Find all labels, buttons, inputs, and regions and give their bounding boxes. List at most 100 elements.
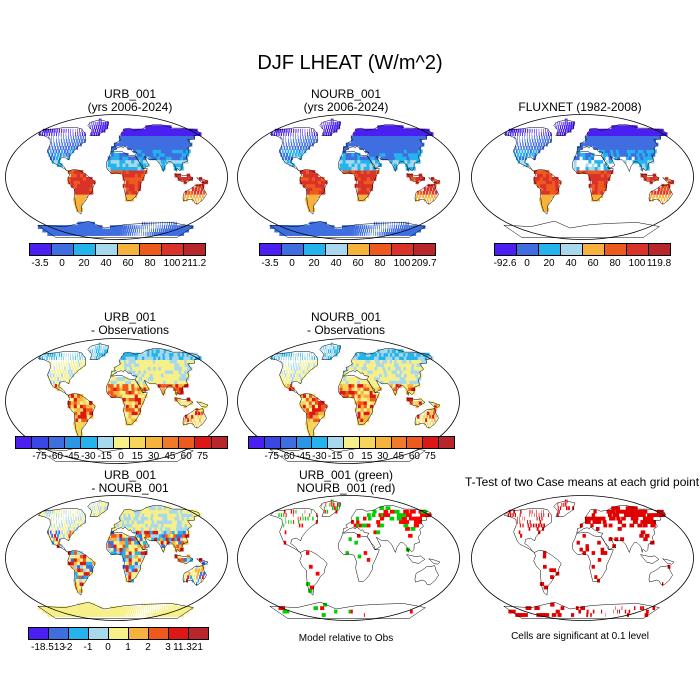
map-cell: [396, 513, 402, 517]
map-cell: [369, 387, 373, 391]
map-cell: [405, 146, 410, 150]
map-cell: [99, 232, 103, 236]
map-cell: [63, 373, 66, 378]
map-cell: [98, 228, 102, 233]
map-cell: [531, 152, 534, 157]
map-cell: [309, 183, 313, 188]
map-cell: [65, 527, 67, 531]
map-cell: [618, 149, 623, 154]
map-cell: [91, 228, 96, 233]
map-cell: [178, 152, 184, 157]
map-cell: [368, 152, 373, 157]
map-cell: [405, 376, 410, 381]
map-cell: [305, 135, 307, 140]
map-cell: [518, 530, 521, 535]
map-cell: [167, 376, 172, 381]
map-cell: [159, 537, 164, 542]
map-cell: [77, 513, 79, 517]
map-cell: [369, 163, 373, 167]
map-cell: [82, 397, 87, 402]
map-cell: [592, 520, 596, 524]
map-cell: [130, 370, 134, 374]
map-cell: [74, 204, 80, 209]
colorbar-tick-label: 20: [308, 258, 320, 269]
map-cell: [526, 135, 528, 140]
map-cell: [597, 135, 601, 140]
map-cell: [147, 533, 152, 538]
map-cell: [73, 363, 76, 367]
map-cell: [165, 506, 172, 511]
map-cell: [159, 370, 164, 374]
map-cell: [173, 613, 177, 617]
map-cell: [77, 183, 81, 188]
map-cell: [284, 530, 287, 535]
map-cell: [597, 558, 602, 562]
map-cell: [348, 387, 352, 391]
map-cell: [408, 163, 413, 167]
map-cell: [93, 506, 96, 511]
map-cell: [429, 421, 432, 426]
map-cell: [122, 383, 126, 388]
colorbar-tick-label: 45: [164, 451, 176, 462]
map-cell: [372, 142, 376, 147]
map-cell: [579, 523, 583, 528]
map-cell: [151, 527, 156, 531]
map-cell: [637, 156, 642, 161]
map-cell: [416, 363, 422, 367]
map-cell: [310, 418, 315, 422]
map-cell: [53, 139, 55, 143]
map-cell: [116, 537, 120, 542]
map-cell: [76, 561, 81, 566]
map-cell: [387, 135, 392, 140]
map-cell: [283, 509, 286, 514]
map-cell: [149, 228, 150, 233]
map-cell: [351, 380, 355, 385]
map-cell: [142, 366, 147, 371]
colorbar-swatch: [295, 436, 313, 449]
map-cell: [377, 523, 382, 528]
map-cell: [81, 602, 87, 607]
map-cell: [105, 613, 109, 617]
map-cell: [332, 125, 334, 130]
map-cell: [122, 544, 126, 548]
map-cell: [594, 187, 598, 192]
map-cell: [146, 356, 151, 360]
map-cell: [608, 128, 613, 133]
map-cell: [305, 404, 310, 409]
map-cell: [138, 225, 140, 229]
map-cell: [49, 537, 53, 542]
map-cell: [600, 177, 605, 181]
map-cell: [381, 363, 386, 367]
map-cell: [129, 509, 133, 514]
map-cell: [398, 142, 403, 147]
map-cell: [283, 376, 286, 381]
map-cell: [70, 401, 75, 405]
map-cell: [404, 225, 406, 229]
map-cell: [140, 509, 145, 514]
map-cell: [83, 520, 86, 524]
map-cell: [342, 232, 346, 236]
map-cell: [527, 142, 529, 147]
map-cell: [351, 142, 355, 147]
map-cell: [96, 225, 101, 229]
map-cell: [383, 513, 388, 517]
map-cell: [363, 401, 368, 405]
map-cell: [408, 516, 415, 521]
map-cell: [327, 132, 330, 136]
map-cell: [603, 163, 607, 167]
map-cell: [180, 380, 185, 385]
map-cell: [86, 183, 90, 188]
panel-title-line2: NOURB_001 (red): [296, 481, 396, 495]
map-cell: [544, 208, 549, 212]
map-cell: [538, 142, 540, 147]
map-cell: [594, 166, 599, 171]
map-cell: [564, 118, 566, 123]
map-cell: [126, 228, 129, 233]
map-cell: [401, 232, 405, 236]
map-cell: [169, 540, 174, 545]
map-cell: [108, 228, 112, 233]
map-border: [471, 114, 694, 240]
map-cell: [176, 166, 181, 171]
map-cell: [315, 520, 318, 524]
map-cell: [432, 197, 435, 202]
